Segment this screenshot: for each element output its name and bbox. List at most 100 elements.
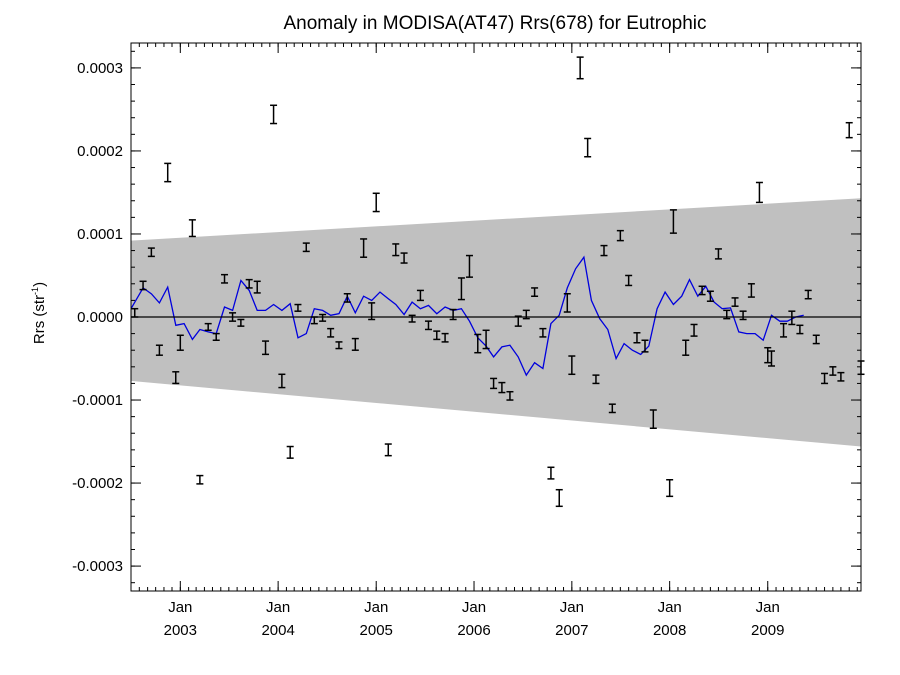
error-bar-point bbox=[522, 309, 530, 320]
error-bar-point bbox=[641, 339, 649, 353]
error-bar-point bbox=[172, 371, 180, 385]
error-bar-point bbox=[576, 56, 584, 80]
error-bar-point bbox=[204, 322, 212, 332]
error-bar-point bbox=[294, 303, 302, 312]
error-bar-point bbox=[310, 316, 318, 325]
error-bar-point bbox=[408, 314, 416, 323]
error-bar-point bbox=[245, 278, 253, 289]
y-axis-label-close: ) bbox=[31, 282, 48, 287]
plot-area bbox=[130, 56, 865, 508]
error-bar-point bbox=[723, 309, 731, 320]
error-bar-point bbox=[829, 366, 837, 376]
y-tick-label: 0.0000 bbox=[77, 309, 123, 326]
confidence-band bbox=[131, 198, 861, 447]
error-bar-point bbox=[335, 341, 343, 350]
y-tick-label: 0.0002 bbox=[77, 143, 123, 160]
error-bar-point bbox=[392, 243, 400, 257]
error-bar-point bbox=[780, 322, 788, 338]
error-bar-point bbox=[490, 377, 498, 390]
error-bar-point bbox=[714, 248, 722, 260]
error-bar-point bbox=[666, 478, 674, 498]
x-tick-month-label: Jan bbox=[560, 599, 584, 616]
error-bar-point bbox=[592, 374, 600, 385]
y-axis-label: Rrs (str-1) bbox=[30, 282, 48, 344]
error-bar-point bbox=[731, 297, 739, 307]
error-bar-point bbox=[147, 247, 155, 258]
error-bar-point bbox=[821, 372, 829, 385]
error-bar-point bbox=[351, 337, 359, 351]
error-bar-point bbox=[327, 327, 335, 338]
chart-title: Anomaly in MODISA(AT47) Rrs(678) for Eut… bbox=[283, 13, 706, 34]
error-bar-point bbox=[372, 192, 380, 213]
error-bar-point bbox=[164, 162, 172, 183]
error-bar-point bbox=[739, 310, 747, 321]
error-bar-point bbox=[433, 330, 441, 341]
x-tick-year-label: 2003 bbox=[164, 622, 197, 639]
error-bar-point bbox=[278, 373, 286, 389]
error-bar-point bbox=[416, 289, 424, 302]
error-bar-point bbox=[531, 287, 539, 297]
error-bar-point bbox=[616, 229, 624, 242]
error-bar-point bbox=[253, 280, 261, 294]
y-tick-label: 0.0003 bbox=[77, 60, 123, 77]
error-bar-point bbox=[555, 488, 563, 508]
x-tick-month-label: Jan bbox=[364, 599, 388, 616]
x-tick-year-label: 2007 bbox=[555, 622, 588, 639]
error-bar-point bbox=[625, 274, 633, 287]
error-bar-point bbox=[155, 344, 163, 356]
error-bar-point bbox=[649, 409, 657, 430]
error-bar-point bbox=[212, 332, 220, 341]
error-bar-point bbox=[845, 121, 853, 139]
error-bar-point bbox=[229, 312, 237, 322]
error-bar-point bbox=[706, 290, 714, 302]
error-bar-point bbox=[441, 332, 449, 343]
error-bar-point bbox=[633, 332, 641, 344]
error-bar-point bbox=[302, 242, 310, 253]
error-bar-point bbox=[360, 238, 368, 258]
x-tick-year-label: 2006 bbox=[457, 622, 490, 639]
error-bar-point bbox=[139, 280, 147, 291]
error-bar-point bbox=[764, 346, 772, 364]
error-bar-point bbox=[343, 293, 351, 303]
error-bar-point bbox=[286, 445, 294, 459]
error-bar-point bbox=[270, 104, 278, 125]
error-bar-point bbox=[767, 350, 775, 367]
error-bar-point bbox=[457, 277, 465, 301]
error-bar-point bbox=[196, 474, 204, 485]
error-bar-point bbox=[514, 315, 522, 327]
error-bar-point bbox=[319, 313, 327, 322]
error-bar-point bbox=[400, 252, 408, 264]
error-bar-point bbox=[837, 371, 845, 382]
error-bar-point bbox=[788, 310, 796, 326]
error-bar-point bbox=[262, 340, 270, 356]
y-tick-label: -0.0003 bbox=[72, 558, 123, 575]
y-tick-label: -0.0002 bbox=[72, 475, 123, 492]
error-bar-point bbox=[506, 390, 514, 401]
error-bar-point bbox=[804, 289, 812, 300]
error-bar-point bbox=[221, 273, 229, 284]
y-axis-label-superscript: -1 bbox=[30, 287, 40, 295]
error-bar-point bbox=[698, 285, 706, 296]
error-bar-point bbox=[584, 137, 592, 158]
x-tick-month-label: Jan bbox=[462, 599, 486, 616]
error-bar-point bbox=[176, 334, 184, 351]
error-bar-point bbox=[237, 318, 245, 327]
error-bar-point bbox=[568, 355, 576, 376]
error-bar-point bbox=[669, 209, 677, 234]
error-bar-point bbox=[563, 293, 571, 313]
x-tick-year-label: 2008 bbox=[653, 622, 686, 639]
error-bar-point bbox=[796, 324, 804, 335]
x-tick-year-label: 2004 bbox=[261, 622, 294, 639]
smoothed-anomaly-line bbox=[130, 255, 804, 377]
error-bar-point bbox=[682, 339, 690, 356]
error-bar-point bbox=[465, 254, 473, 278]
error-bar-point bbox=[600, 244, 608, 257]
error-bar-point bbox=[812, 334, 820, 345]
error-bar-point bbox=[188, 219, 196, 238]
error-bar-point bbox=[384, 443, 392, 457]
error-bar-point bbox=[474, 333, 482, 354]
error-bar-point bbox=[547, 466, 555, 480]
x-tick-month-label: Jan bbox=[756, 599, 780, 616]
x-tick-month-label: Jan bbox=[266, 599, 290, 616]
error-bar-point bbox=[747, 283, 755, 298]
